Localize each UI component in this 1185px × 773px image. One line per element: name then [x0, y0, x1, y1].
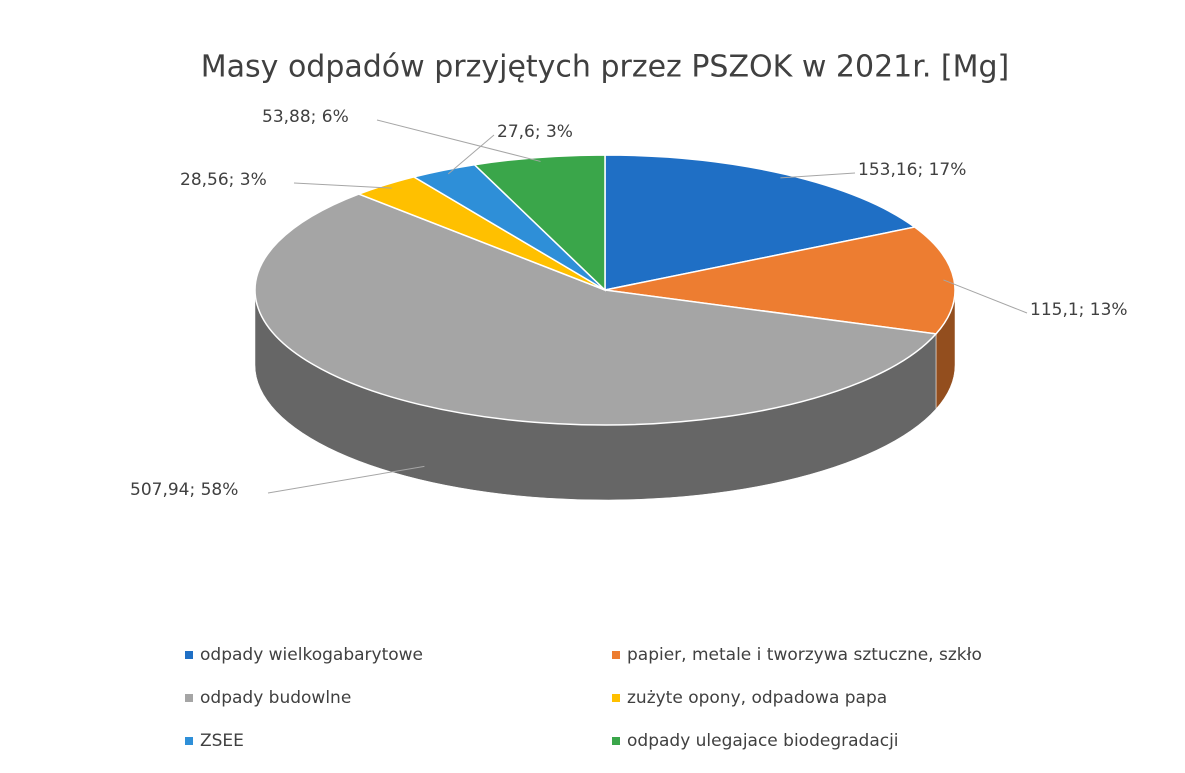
- slice: [254, 193, 938, 426]
- leader-line: [376, 119, 541, 162]
- chart-title: Masy odpadów przyjętych przez PSZOK w 20…: [201, 50, 1010, 85]
- legend-swatch: [612, 694, 620, 702]
- data-label: 28,56; 3%: [180, 170, 267, 190]
- slice: [604, 154, 917, 291]
- legend-label: odpady wielkogabarytowe: [200, 645, 423, 665]
- legend-swatch: [185, 737, 193, 745]
- legend-swatch: [185, 651, 193, 659]
- legend-swatch: [612, 651, 620, 659]
- slice: [604, 226, 956, 335]
- data-label: 115,1; 13%: [1030, 300, 1128, 320]
- legend-swatch: [612, 737, 620, 745]
- leader-line: [267, 465, 425, 494]
- leader-line: [943, 279, 1028, 314]
- leader-line: [780, 172, 856, 179]
- data-label: 53,88; 6%: [262, 107, 349, 127]
- data-label: 507,94; 58%: [130, 480, 238, 500]
- legend-label: zużyte opony, odpadowa papa: [627, 688, 887, 708]
- legend-label: odpady ulegajace biodegradacji: [627, 731, 899, 751]
- leader-line: [447, 134, 495, 175]
- legend-label: odpady budowlne: [200, 688, 351, 708]
- legend-swatch: [185, 694, 193, 702]
- legend-label: ZSEE: [200, 731, 244, 751]
- data-label: 153,16; 17%: [858, 160, 966, 180]
- slice: [472, 154, 606, 292]
- legend-label: papier, metale i tworzywa sztuczne, szkł…: [627, 645, 982, 665]
- data-label: 27,6; 3%: [497, 122, 573, 142]
- leader-line: [293, 182, 392, 189]
